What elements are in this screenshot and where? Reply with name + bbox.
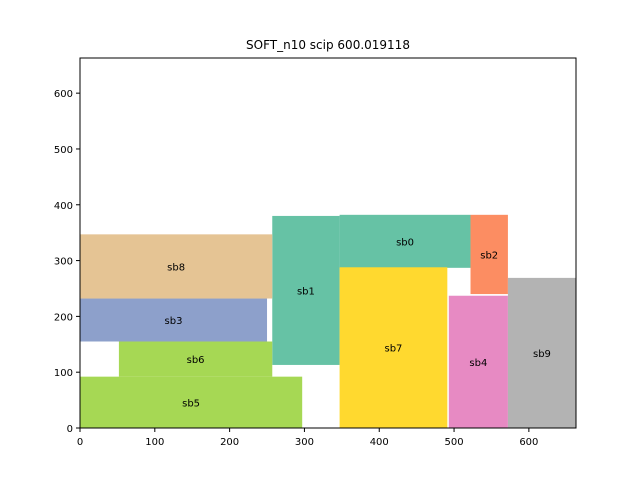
block-label-sb0: sb0 [396,237,414,248]
block-label-sb1: sb1 [297,286,315,297]
block-sb9 [507,277,576,428]
y-tick-label: 300 [54,257,73,268]
axes-frame [79,57,577,429]
block-label-sb3: sb3 [165,316,183,327]
x-tick-label: 0 [77,437,83,448]
x-tick-label: 400 [370,437,389,448]
block-label-sb6: sb6 [187,355,205,366]
block-sb3 [80,298,268,342]
block-sb2 [470,214,508,295]
block-sb7 [339,267,448,428]
y-tick-label: 200 [54,312,73,323]
block-sb5 [80,376,303,428]
y-axis: 0 100 200 300 400 500 600 [54,89,80,435]
block-label-sb7: sb7 [384,344,402,355]
y-tick-label: 0 [67,424,73,435]
x-axis: 0 100 200 300 400 500 600 [77,428,538,448]
y-tick-label: 500 [54,145,73,156]
y-tick-label: 400 [54,201,73,212]
block-label-sb4: sb4 [469,358,487,369]
y-tick-label: 100 [54,368,73,379]
x-tick-label: 200 [220,437,239,448]
chart-title: SOFT_n10 scip 600.019118 [246,38,410,52]
block-label-sb8: sb8 [167,262,185,273]
x-tick-label: 300 [295,437,314,448]
block-sb6 [118,341,273,377]
block-label-sb2: sb2 [480,250,498,261]
x-tick-label: 600 [519,437,538,448]
y-tick-label: 600 [54,89,73,100]
block-sb4 [448,295,508,428]
block-sb8 [80,234,273,299]
x-tick-label: 500 [445,437,464,448]
block-label-sb9: sb9 [533,349,551,360]
plot-area: sb0 sb1 sb2 sb3 sb4 sb5 sb6 sb7 sb8 sb9 [80,214,576,428]
block-sb0 [339,214,471,268]
block-label-sb5: sb5 [182,398,200,409]
block-sb1 [272,215,340,365]
x-tick-label: 100 [145,437,164,448]
